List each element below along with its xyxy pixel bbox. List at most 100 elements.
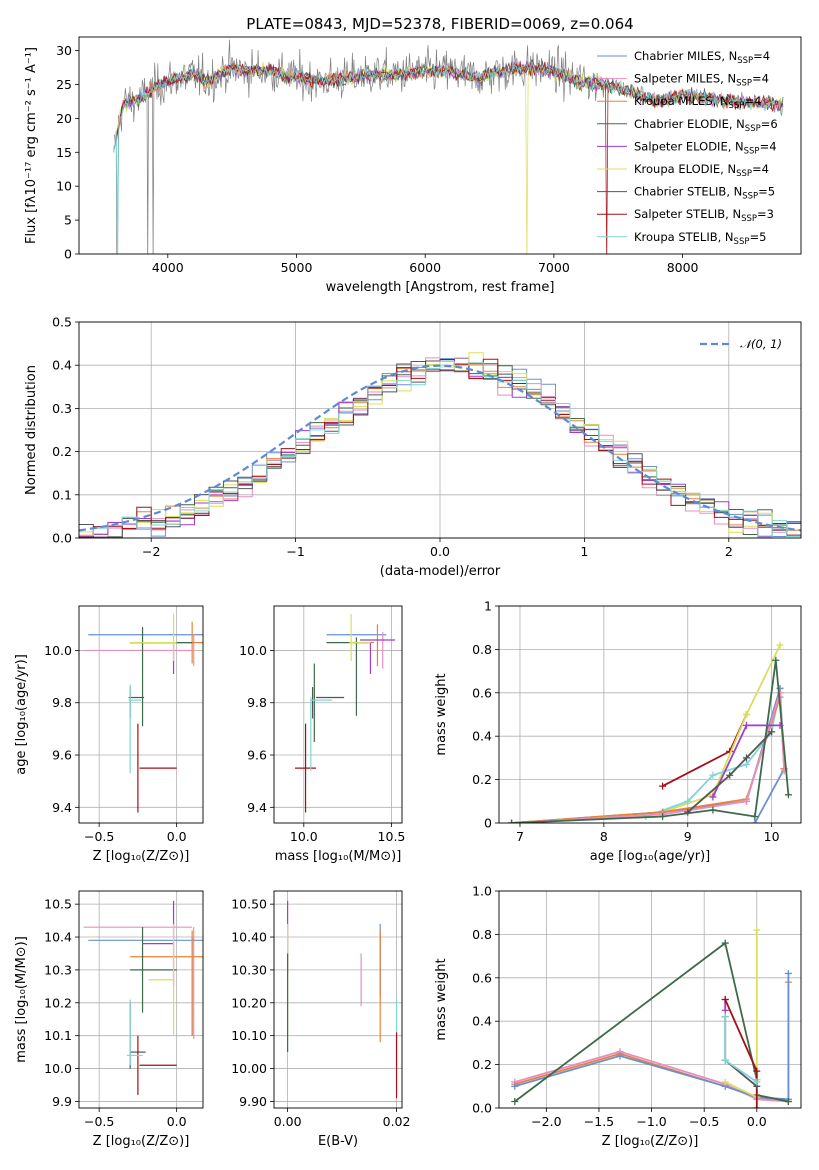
x-tick-label: −2.0: [531, 1114, 561, 1129]
weight-marker: [508, 819, 516, 823]
y-tick-label: 20: [56, 111, 72, 126]
y-tick-label: 9.6: [52, 748, 72, 763]
y-tick-label: 0.0: [52, 531, 72, 546]
x-tick-label: −0.5: [84, 1114, 114, 1129]
weight-marker: [659, 782, 667, 790]
x-tick-label: 0.00: [274, 1114, 302, 1129]
panel-mass_vs_Z: −0.5 0.0 9.9 10.0 10.1 10.2 10.3 10.4 10.5 Z [log…: [14, 890, 204, 1149]
y-tick-label: 15: [56, 145, 72, 160]
y-tick-label: 10.2: [44, 995, 72, 1010]
weight-marker: [784, 791, 792, 799]
panel-massweight_vs_Z: −2.0 −1.5 −1.0 −0.5 0.0 0.0 0.2 0.4 0.6 0.8 1.0 Z […: [434, 884, 802, 1149]
weight-marker: [742, 760, 750, 768]
y-tick-label: 0.4: [472, 729, 492, 744]
axes-frame: [498, 605, 802, 824]
x-tick-label: 4000: [152, 260, 184, 275]
weight-marker: [753, 1104, 761, 1108]
weight-marker: [709, 793, 717, 801]
weight-marker: [751, 819, 759, 823]
weight-marker: [684, 808, 692, 816]
legend-entry: Chabrier ELODIE, NSSP=6: [634, 117, 778, 134]
y-axis-label: Normed distribution: [24, 365, 39, 495]
y-tick-label: 0.3: [52, 401, 72, 416]
panel-age_vs_mass: 10.0 10.5 9.4 9.6 9.8 10.0 mass [log₁₀(M/M⊙)]: [239, 605, 405, 864]
y-tick-label: 0.2: [472, 772, 492, 787]
weight-marker: [709, 806, 717, 814]
weight-marker: [721, 1056, 729, 1064]
y-tick-label: 10.0: [44, 643, 72, 658]
y-tick-label: 1.0: [472, 884, 492, 899]
weight-marker: [753, 1067, 761, 1075]
x-tick-label: 0.0: [430, 544, 450, 559]
weight-marker: [776, 641, 784, 649]
axes-frame: [78, 321, 802, 539]
weight-marker: [616, 1052, 624, 1060]
x-tick-label: 0.02: [383, 1114, 411, 1129]
weight-line: [511, 660, 790, 823]
x-tick-label: −1.5: [584, 1114, 614, 1129]
weight-marker: [726, 771, 734, 779]
weight-marker: [784, 969, 792, 977]
x-axis-label: E(B-V): [318, 1134, 358, 1149]
y-tick-label: 10.3: [44, 962, 72, 977]
y-tick-label: 0.4: [52, 358, 72, 373]
axes-frame: [273, 605, 403, 824]
axes-frame: [78, 890, 204, 1109]
plot-area: [79, 352, 801, 538]
y-tick-label: 9.90: [239, 1094, 267, 1109]
legend-entry: Chabrier STELIB, NSSP=5: [634, 185, 775, 202]
x-tick-label: 0.0: [747, 1114, 767, 1129]
plot-area: [83, 613, 203, 813]
x-axis-label: Z [log₁₀(Z/Z⊙)]: [602, 1134, 699, 1149]
y-tick-label: 0: [64, 247, 72, 262]
y-tick-label: 0.6: [472, 970, 492, 985]
y-tick-label: 10: [56, 179, 72, 194]
x-tick-label: 10.0: [290, 829, 318, 844]
legend-entry: Kroupa ELODIE, NSSP=4: [634, 162, 769, 179]
weight-marker: [742, 711, 750, 718]
y-tick-label: 0: [484, 816, 492, 831]
y-tick-label: 0.6: [472, 685, 492, 700]
x-tick-label: 9: [684, 829, 692, 844]
x-axis-label: age [log₁₀(age/yr)]: [590, 849, 711, 864]
y-tick-label: 0.2: [472, 1057, 492, 1072]
y-tick-label: 10.40: [231, 930, 267, 945]
legend-entry: Kroupa STELIB, NSSP=5: [634, 230, 766, 247]
weight-marker: [784, 1097, 792, 1105]
model-spectrum-kroupa-stelib: [113, 61, 784, 254]
plot-area: [508, 641, 792, 823]
y-axis-label: mass [log₁₀(M/M⊙)]: [14, 936, 29, 1063]
x-tick-label: 0.0: [167, 829, 187, 844]
weight-line: [514, 973, 790, 1101]
figure-title: PLATE=0843, MJD=52378, FIBERID=0069, z=0…: [246, 15, 633, 33]
y-tick-label: 30: [56, 43, 72, 58]
y-tick-label: 10.50: [231, 897, 267, 912]
y-tick-label: 25: [56, 77, 72, 92]
x-tick-label: 1: [580, 544, 588, 559]
y-tick-label: 0.4: [472, 1014, 492, 1029]
weight-marker: [751, 812, 759, 820]
weight-marker: [721, 996, 729, 1003]
y-tick-label: 0.2: [52, 444, 72, 459]
x-tick-label: 10: [764, 829, 780, 844]
x-axis-label: wavelength [Angstrom, rest frame]: [326, 280, 555, 295]
axes-frame: [78, 36, 802, 255]
y-tick-label: 10.20: [231, 995, 267, 1010]
y-tick-label: 9.8: [52, 695, 72, 710]
x-tick-label: 7000: [538, 260, 570, 275]
weight-line: [687, 731, 773, 813]
plot-area: [287, 900, 398, 1099]
x-tick-label: 8000: [667, 260, 699, 275]
y-tick-label: 0.1: [52, 487, 72, 502]
x-tick-label: 6000: [409, 260, 441, 275]
axes-frame: [498, 890, 802, 1109]
y-tick-label: 10.00: [231, 1061, 267, 1076]
axes-frame: [273, 890, 403, 1109]
x-tick-label: 0.0: [167, 1114, 187, 1129]
plot-area: [511, 926, 792, 1108]
y-tick-label: 0.0: [472, 1101, 492, 1116]
weight-marker: [776, 689, 784, 697]
weight-marker: [511, 1097, 519, 1105]
weight-marker: [721, 1013, 729, 1021]
weight-marker: [511, 1082, 519, 1090]
